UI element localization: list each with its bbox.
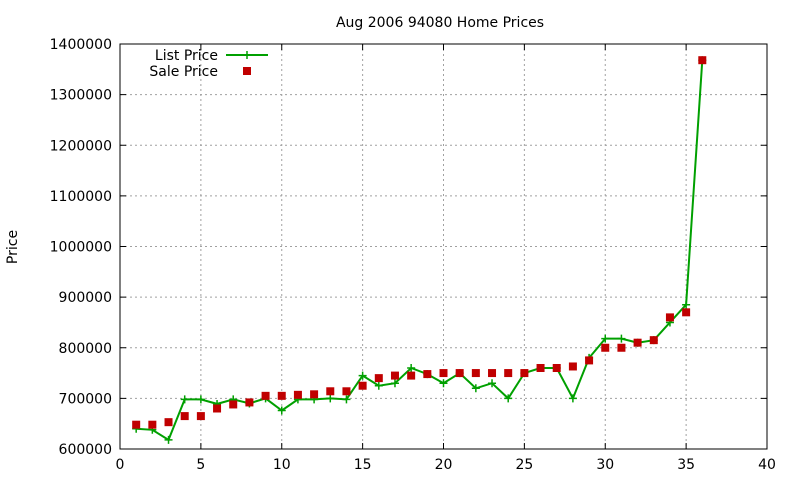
legend-swatch-sale-price: [243, 67, 251, 75]
sale-price-point: [229, 400, 238, 409]
sale-price-point: [164, 418, 173, 427]
x-tick-label: 25: [515, 457, 533, 473]
sale-price-point: [568, 362, 577, 371]
list-price-point: [277, 406, 286, 415]
x-tick-label: 10: [273, 457, 291, 473]
sale-price-point: [342, 387, 351, 396]
sale-price-point: [261, 391, 270, 400]
y-tick-label: 700000: [59, 391, 112, 407]
x-tick-label: 40: [758, 457, 776, 473]
legend: List Price Sale Price: [149, 48, 268, 80]
sale-price-point: [213, 404, 222, 413]
sale-price-point: [277, 391, 286, 400]
sale-price-point: [374, 374, 383, 383]
legend-label-sale-price: Sale Price: [149, 64, 218, 80]
list-price-point: [358, 371, 367, 380]
sale-price-point: [390, 371, 399, 380]
list-price-point: [439, 379, 448, 388]
y-tick-label: 1100000: [50, 189, 112, 205]
x-tick-label: 5: [196, 457, 205, 473]
list-price-point: [326, 394, 335, 403]
sale-price-point: [455, 369, 464, 378]
list-price-point: [164, 435, 173, 444]
list-price-point: [342, 395, 351, 404]
legend-label-list-price: List Price: [155, 48, 218, 64]
sale-price-point: [552, 364, 561, 372]
list-price-point: [682, 300, 691, 309]
sale-price-point: [148, 420, 157, 429]
grid: [120, 44, 767, 449]
sale-price-point: [585, 356, 594, 365]
sale-price-point: [245, 398, 254, 407]
list-price-point: [180, 395, 189, 404]
sale-price-point: [310, 390, 319, 399]
sale-price-point: [601, 343, 610, 352]
list-price-point: [568, 394, 577, 403]
sale-price-point: [326, 387, 335, 396]
sale-price-point: [617, 343, 626, 352]
sale-price-point: [649, 336, 658, 345]
series-layer: [132, 56, 707, 444]
sale-price-point: [196, 412, 205, 421]
sale-price-point: [682, 308, 691, 317]
sale-price-point: [439, 369, 448, 378]
sale-price-point: [293, 390, 302, 399]
list-price-point: [390, 379, 399, 388]
y-tick-label: 1400000: [50, 37, 112, 53]
sale-price-point: [536, 364, 545, 372]
y-axis-label: Price: [5, 230, 21, 264]
sale-price-point: [665, 313, 674, 322]
list-price-point: [196, 395, 205, 404]
list-price-line: [136, 60, 704, 442]
list-price-point: [617, 334, 626, 343]
sale-price-point: [520, 369, 529, 378]
list-price-point: [601, 334, 610, 343]
sale-price-point: [407, 371, 416, 380]
list-price-point: [488, 379, 497, 388]
list-price-point: [374, 381, 383, 390]
x-tick-label: 0: [116, 457, 125, 473]
sale-price-point: [633, 338, 642, 347]
sale-price-point: [504, 369, 513, 378]
sale-price-point: [358, 381, 367, 390]
x-tick-label: 35: [677, 457, 695, 473]
y-tick-label: 1200000: [50, 138, 112, 154]
list-price-point: [471, 384, 480, 393]
y-tick-label: 600000: [59, 442, 112, 458]
y-tick-label: 900000: [59, 290, 112, 306]
x-tick-label: 20: [435, 457, 453, 473]
y-tick-label: 800000: [59, 341, 112, 357]
x-tick-label: 15: [354, 457, 372, 473]
chart-title: Aug 2006 94080 Home Prices: [336, 15, 544, 31]
sale-price-point: [471, 369, 480, 378]
sale-price-point: [488, 369, 497, 378]
y-tick-label: 1300000: [50, 88, 112, 104]
sale-price-point: [698, 56, 707, 65]
y-tick-label: 1000000: [50, 240, 112, 256]
axis-ticks: 0 5 10 15 20 25 30 35 40 600000 700000 800000 900000…: [50, 37, 776, 473]
legend-marker-list-price: [243, 51, 251, 59]
x-tick-label: 30: [596, 457, 614, 473]
list-price-point: [407, 364, 416, 372]
list-price-point: [504, 394, 513, 403]
sale-price-point: [423, 370, 432, 379]
sale-price-point: [132, 420, 141, 429]
sale-price-point: [180, 412, 189, 421]
